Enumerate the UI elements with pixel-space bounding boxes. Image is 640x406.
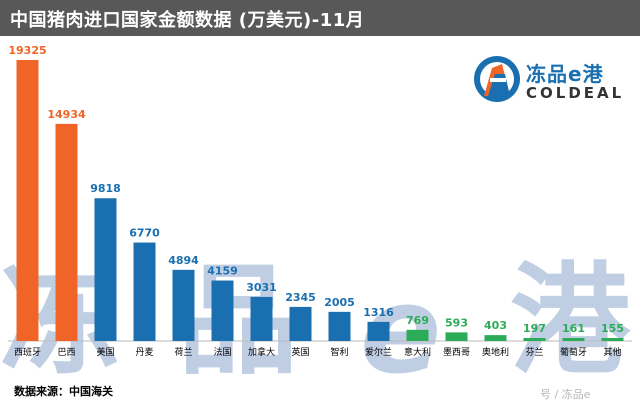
- data-source-note: 数据来源：中国海关: [14, 385, 113, 398]
- category-label-7: 英国: [291, 346, 309, 358]
- bar-8: [328, 311, 351, 341]
- value-label-4: 4894: [168, 254, 199, 267]
- category-label-8: 智利: [330, 346, 348, 358]
- value-label-15: 155: [601, 322, 624, 335]
- bar-4: [172, 269, 195, 341]
- category-label-15: 其他: [603, 346, 621, 358]
- bar-chart: 19325 西班牙 14934 巴西 9818 美国 6770 丹麦 4894 荷兰 4159 法国 3…: [8, 44, 632, 358]
- bar-0: [16, 60, 39, 341]
- category-label-6: 加拿大: [248, 346, 275, 358]
- category-label-3: 丹麦: [135, 346, 153, 358]
- coldeal-logo: 冻品e港 COLDEAL: [472, 54, 632, 112]
- bar-15: [601, 338, 624, 341]
- value-label-12: 403: [484, 319, 507, 332]
- bar-11: [445, 332, 468, 341]
- logo-chinese-text: 冻品e港: [526, 62, 604, 86]
- bar-2: [94, 198, 117, 341]
- category-label-9: 爱尔兰: [365, 346, 392, 358]
- bar-1: [55, 123, 78, 341]
- bar-6: [250, 296, 273, 341]
- category-label-13: 芬兰: [525, 346, 543, 358]
- value-label-11: 593: [445, 316, 468, 329]
- watermark-bottom-text: 号 / 冻品e: [540, 388, 591, 401]
- value-label-7: 2345: [285, 291, 316, 304]
- bar-12: [484, 335, 507, 341]
- category-label-14: 葡萄牙: [560, 346, 587, 358]
- value-label-8: 2005: [324, 296, 355, 309]
- bar-3: [133, 242, 156, 341]
- chart-title: 中国猪肉进口国家金额数据 (万美元)-11月: [10, 10, 365, 31]
- category-label-1: 巴西: [57, 347, 75, 358]
- value-label-3: 6770: [129, 227, 160, 240]
- category-label-11: 墨西哥: [443, 347, 470, 358]
- title-bar: 中国猪肉进口国家金额数据 (万美元)-11月: [0, 0, 640, 36]
- value-label-13: 197: [523, 322, 546, 335]
- value-label-6: 3031: [246, 281, 277, 294]
- watermark-char-4: 港: [510, 252, 630, 391]
- category-label-5: 法国: [213, 346, 231, 358]
- category-label-2: 美国: [96, 346, 114, 358]
- value-label-10: 769: [406, 314, 429, 327]
- bar-13: [523, 338, 546, 341]
- bar-14: [562, 338, 585, 341]
- category-label-10: 意大利: [404, 346, 431, 358]
- port-logo-icon: [474, 56, 520, 102]
- value-label-0: 19325: [8, 44, 46, 57]
- bar-9: [367, 321, 390, 341]
- logo-english-text: COLDEAL: [526, 84, 625, 102]
- category-label-0: 西班牙: [14, 346, 41, 358]
- category-label-4: 荷兰: [174, 346, 192, 358]
- bar-5: [211, 280, 234, 341]
- value-label-1: 14934: [47, 108, 86, 121]
- value-label-5: 4159: [207, 265, 238, 278]
- watermark-char-2: 品: [178, 252, 298, 391]
- bar-7: [289, 306, 312, 341]
- value-label-14: 161: [562, 322, 585, 335]
- bar-10: [406, 329, 429, 341]
- category-label-12: 奥地利: [482, 346, 509, 358]
- value-label-9: 1316: [363, 306, 394, 319]
- value-label-2: 9818: [90, 182, 121, 195]
